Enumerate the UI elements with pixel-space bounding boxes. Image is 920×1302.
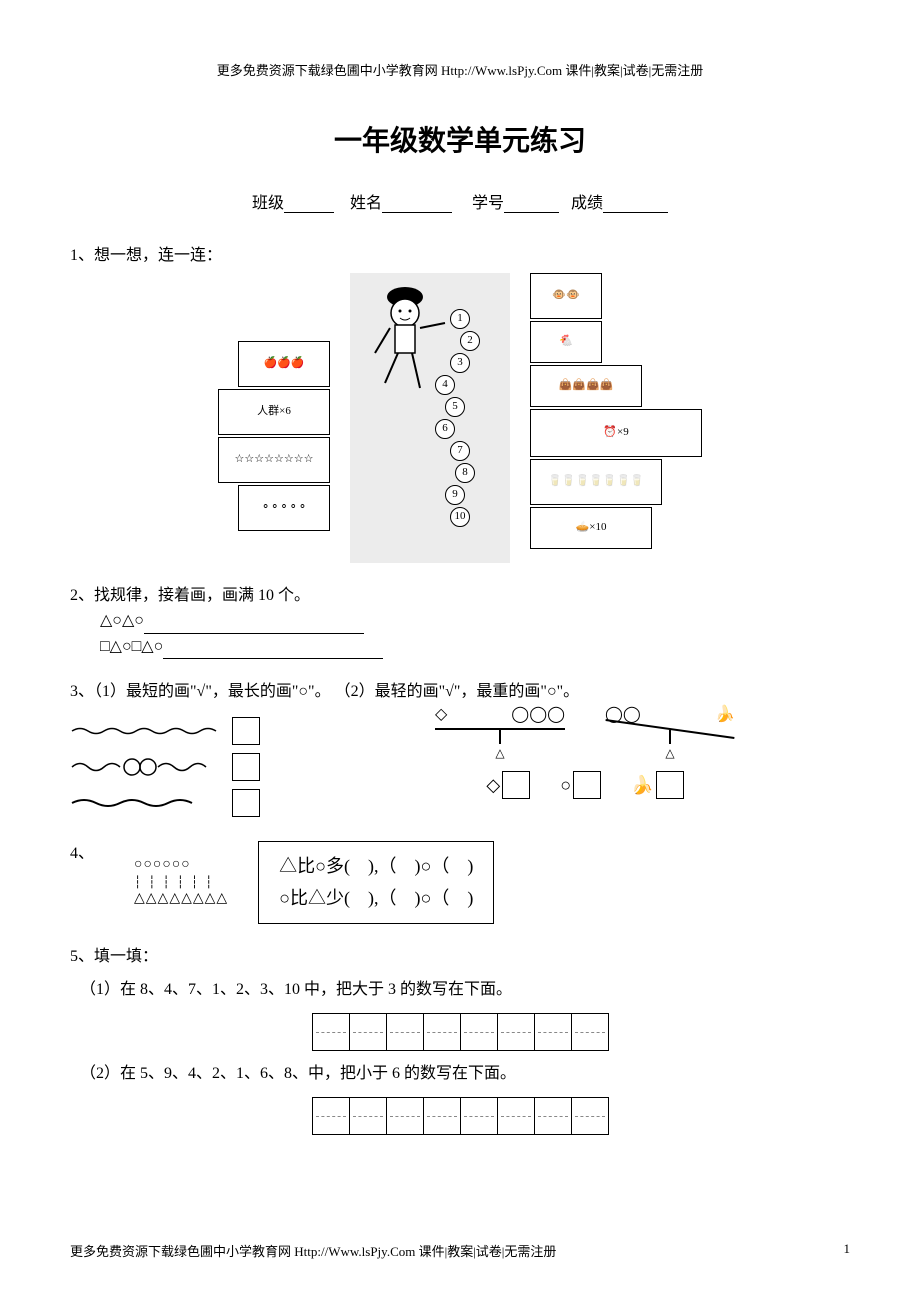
q1-right-box-bags: 👜👜👜👜 — [530, 365, 642, 407]
id-label: 学号 — [472, 195, 504, 212]
q2-line1-blank[interactable] — [144, 619, 364, 634]
q2-line1: △○△○ — [100, 608, 850, 634]
num-10: 10 — [450, 507, 470, 527]
pear-box[interactable] — [502, 771, 530, 799]
q1-left-box-people: 人群×6 — [218, 389, 330, 435]
question-2: 2、找规律，接着画，画满 10 个。 △○△○ □△○□△○ — [70, 583, 850, 660]
scale-2: ◯◯🍌 △ — [595, 702, 745, 763]
num-3: 3 — [450, 353, 470, 373]
footer-text: 更多免费资源下载绿色圃中小学教育网 Http://Www.lsPjy.Com 课… — [70, 1241, 556, 1260]
q1-left-box-apples: 🍎🍎🍎 — [238, 341, 330, 387]
num-6: 6 — [435, 419, 455, 439]
q2-line2-blank[interactable] — [163, 644, 383, 659]
circle-icon: ○ — [560, 771, 571, 800]
banana-box[interactable] — [656, 771, 684, 799]
q2-label: 2、找规律，接着画，画满 10 个。 — [70, 583, 850, 609]
q1-left-box-stars: ☆☆☆☆☆☆☆☆ — [218, 437, 330, 483]
rope-2 — [70, 756, 220, 778]
q5-grid1[interactable] — [312, 1013, 609, 1051]
num-1: 1 — [450, 309, 470, 329]
q3-diagram: ◇◯◯◯ △ ◯◯🍌 △ ◇ ○ 🍌 — [70, 713, 850, 821]
num-9: 9 — [445, 485, 465, 505]
rope-1-box[interactable] — [232, 717, 260, 745]
q3-scales: ◇◯◯◯ △ ◯◯🍌 △ ◇ ○ 🍌 — [320, 713, 850, 821]
num-4: 4 — [435, 375, 455, 395]
name-blank[interactable] — [382, 196, 452, 213]
q1-right-box-pies: 🥧×10 — [530, 507, 652, 549]
q2-line2-pattern: □△○□△○ — [100, 638, 163, 655]
worksheet-page: 更多免费资源下载绿色圃中小学教育网 Http://Www.lsPjy.Com 课… — [0, 0, 920, 1300]
num-5: 5 — [445, 397, 465, 417]
num-8: 8 — [455, 463, 475, 483]
rope-3-box[interactable] — [232, 789, 260, 817]
boy-figure-svg — [350, 273, 510, 563]
num-7: 7 — [450, 441, 470, 461]
q1-right-box-monkeys: 🐵🐵 — [530, 273, 602, 319]
question-4: 4、 ○○○○○○ ┆ ┆ ┆ ┆ ┆ ┆ △△△△△△△△ △比○多( ),（… — [70, 841, 850, 924]
q1-right-box-chicken: 🐔 — [530, 321, 602, 363]
header-text: 更多免费资源下载绿色圃中小学教育网 Http://Www.lsPjy.Com 课… — [70, 60, 850, 79]
info-line: 班级 姓名 学号 成绩 — [70, 189, 850, 213]
q4-shapes: ○○○○○○ ┆ ┆ ┆ ┆ ┆ ┆ △△△△△△△△ — [134, 856, 228, 908]
q5-sub1: （1）在 8、4、7、1、2、3、10 中，把大于 3 的数写在下面。 — [80, 977, 850, 1003]
q1-left-column: 🍎🍎🍎 人群×6 ☆☆☆☆☆☆☆☆ ⚬⚬⚬⚬⚬ — [218, 273, 330, 563]
rope-3 — [70, 792, 220, 814]
pear-icon: ◇ — [486, 771, 500, 800]
q2-line1-pattern: △○△○ — [100, 612, 144, 629]
q4-dashes: ┆ ┆ ┆ ┆ ┆ ┆ — [134, 875, 228, 891]
num-2: 2 — [460, 331, 480, 351]
footer: 更多免费资源下载绿色圃中小学教育网 Http://Www.lsPjy.Com 课… — [70, 1241, 850, 1260]
class-blank[interactable] — [284, 196, 334, 213]
q1-diagram: 🍎🍎🍎 人群×6 ☆☆☆☆☆☆☆☆ ⚬⚬⚬⚬⚬ 1 2 3 4 — [70, 273, 850, 563]
page-title: 一年级数学单元练习 — [70, 119, 850, 159]
q3-answer-row: ◇ ○ 🍌 — [320, 771, 850, 800]
class-label: 班级 — [252, 195, 284, 212]
q5-label: 5、填一填： — [70, 944, 850, 970]
q1-left-box-rings: ⚬⚬⚬⚬⚬ — [238, 485, 330, 531]
question-5: 5、填一填： （1）在 8、4、7、1、2、3、10 中，把大于 3 的数写在下… — [70, 944, 850, 1135]
q4-prefix: 4、 — [70, 841, 94, 867]
q1-right-box-cups: 🥛🥛🥛🥛🥛🥛🥛 — [530, 459, 662, 505]
score-label: 成绩 — [571, 195, 603, 212]
q4-box-line1: △比○多( ),（ )○（ ) — [279, 850, 473, 882]
q1-right-column: 🐵🐵 🐔 👜👜👜👜 ⏰×9 🥛🥛🥛🥛🥛🥛🥛 🥧×10 — [530, 273, 702, 563]
rope-1 — [70, 720, 220, 742]
footer-page: 1 — [844, 1241, 851, 1260]
banana-icon: 🍌 — [631, 771, 653, 800]
q1-right-box-clocks: ⏰×9 — [530, 409, 702, 457]
q4-answer-box: △比○多( ),（ )○（ ) ○比△少( ),（ )○（ ) — [258, 841, 494, 924]
question-3: 3、（1）最短的画"√"，最长的画"○"。 （2）最轻的画"√"，最重的画"○"… — [70, 679, 850, 821]
q5-grid2[interactable] — [312, 1097, 609, 1135]
q1-center-figure: 1 2 3 4 5 6 7 8 9 10 — [350, 273, 510, 563]
scale-1: ◇◯◯◯ △ — [425, 702, 575, 763]
q4-triangles: △△△△△△△△ — [134, 890, 228, 908]
name-label: 姓名 — [350, 195, 382, 212]
question-1: 1、想一想，连一连： 🍎🍎🍎 人群×6 ☆☆☆☆☆☆☆☆ ⚬⚬⚬⚬⚬ — [70, 243, 850, 563]
q4-circles: ○○○○○○ — [134, 856, 228, 874]
id-blank[interactable] — [504, 196, 559, 213]
circle-box[interactable] — [573, 771, 601, 799]
q1-label: 1、想一想，连一连： — [70, 243, 850, 269]
q2-line2: □△○□△○ — [100, 634, 850, 660]
q3-ropes — [70, 713, 260, 821]
score-blank[interactable] — [603, 196, 668, 213]
q3-label: 3、（1）最短的画"√"，最长的画"○"。 （2）最轻的画"√"，最重的画"○"… — [70, 679, 850, 705]
q4-box-line2: ○比△少( ),（ )○（ ) — [279, 882, 473, 914]
q5-sub2: （2）在 5、9、4、2、1、6、8、中，把小于 6 的数写在下面。 — [80, 1061, 850, 1087]
rope-2-box[interactable] — [232, 753, 260, 781]
